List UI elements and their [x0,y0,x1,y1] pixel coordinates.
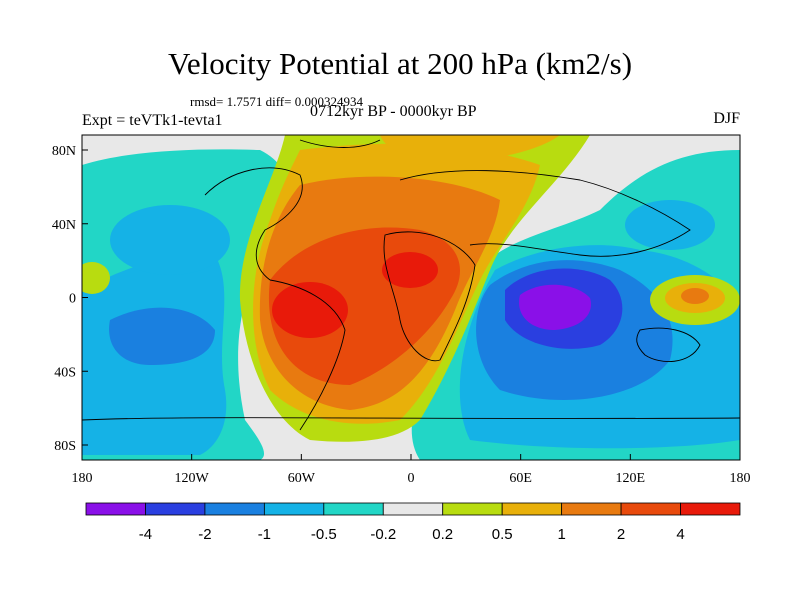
lon-tick-label: 180 [72,471,93,486]
colorbar: -4 -2 -1 -0.5 -0.2 0.2 0.5 1 2 4 [85,502,741,543]
colorbar-label: -2 [198,526,211,543]
colorbar-label: 2 [617,526,625,543]
colorbar-swatch [204,502,265,516]
colorbar-swatch [561,502,622,516]
colorbar-swatch [442,502,503,516]
lat-tick-label: 40S [54,365,76,380]
lon-tick-label: 120E [616,471,646,486]
field-lightblue-npac2 [625,200,715,250]
lat-tick-label: 40N [52,218,76,233]
field-blue-west [109,307,215,365]
season-text: DJF [713,110,740,127]
lat-tick-label: 80N [52,144,76,159]
colorbar-swatch [501,502,563,516]
colorbar-swatch [323,502,384,516]
field-red-africa [382,252,438,288]
colorbar-swatch [145,502,206,516]
field-arctic-warm [380,135,560,162]
field-purple [519,284,591,330]
colorbar-swatch [263,502,325,516]
colorbar-label: -0.5 [311,526,337,543]
field-red-america [272,282,348,338]
period-text: 0712kyr BP - 0000kyr BP [310,103,477,120]
lat-tick-label: 80S [54,439,76,454]
colorbar-label: 4 [676,526,684,543]
colorbar-label: -0.2 [370,526,396,543]
contour-fields [82,135,740,460]
colorbar-swatch [680,502,741,516]
colorbar-label: 0.5 [492,526,513,543]
lon-tick-label: 60E [509,471,532,486]
colorbar-swatch [620,502,681,516]
field-epac-warm [82,262,110,294]
lat-tick-label: 0 [69,292,76,307]
coastlines [82,139,740,431]
lon-tick-label: 120W [175,471,210,486]
field-lightblue-npac [110,205,230,275]
field-wpac-warm3 [681,288,709,304]
experiment-text: Expt = teVTk1-tevta1 [82,112,223,129]
colorbar-label: -4 [139,526,152,543]
lon-tick-label: 180 [730,471,751,486]
colorbar-label: 1 [557,526,565,543]
latitude-ticks: 80N 40N 0 40S 80S [52,144,88,454]
lon-tick-label: 0 [408,471,415,486]
lon-tick-label: 60W [288,471,316,486]
plot-title: Velocity Potential at 200 hPa (km2/s) [167,46,633,81]
stats-text: rmsd= 1.7571 diff= 0.000324934 [190,94,363,109]
colorbar-swatch [382,502,444,516]
longitude-ticks: 180 120W 60W 0 60E 120E 180 [72,454,751,486]
colorbar-label: -1 [258,526,271,543]
colorbar-swatch [85,502,146,516]
colorbar-label: 0.2 [432,526,453,543]
